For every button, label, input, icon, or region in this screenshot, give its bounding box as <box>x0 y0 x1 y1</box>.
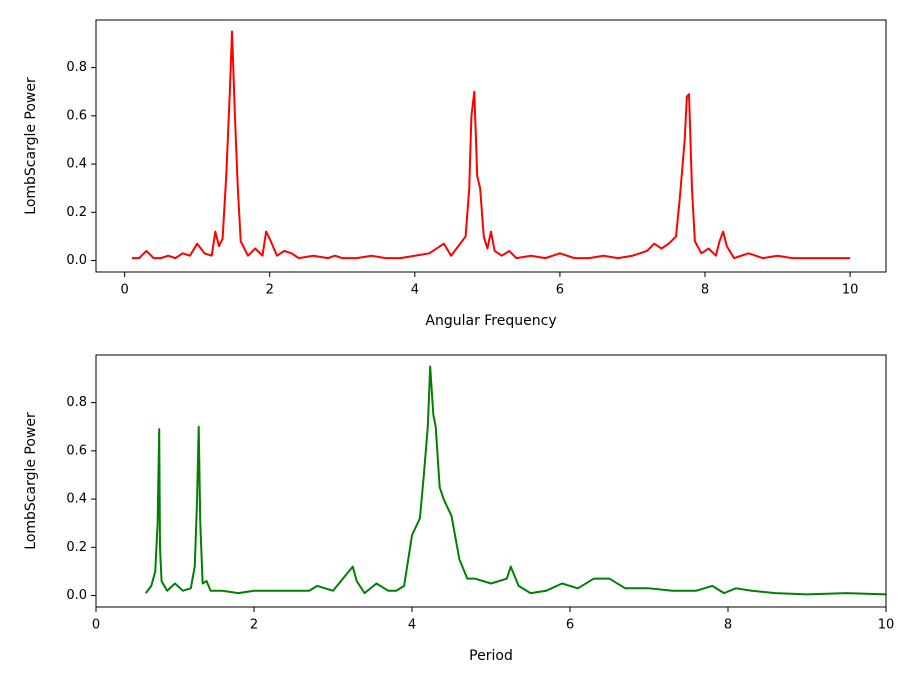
x-tick-label: 2 <box>250 618 258 633</box>
axes-frame <box>95 19 887 273</box>
x-axis-label: Angular Frequency <box>425 313 556 329</box>
x-tick-label: 10 <box>878 618 895 633</box>
x-tick-label: 10 <box>842 283 859 298</box>
x-tick-label: 2 <box>266 283 274 298</box>
y-tick-label: 0.6 <box>66 108 87 123</box>
y-tick-label: 0.8 <box>66 60 87 75</box>
axes-frame <box>95 354 887 608</box>
y-tick-label: 0.0 <box>66 588 87 603</box>
y-tick-label: 0.0 <box>66 253 87 268</box>
y-tick-label: 0.2 <box>66 205 87 220</box>
x-tick-label: 4 <box>408 618 416 633</box>
y-tick-label: 0.4 <box>66 492 87 507</box>
x-axis-label: Period <box>469 648 513 664</box>
x-tick-label: 6 <box>566 618 574 633</box>
x-tick-label: 8 <box>724 618 732 633</box>
y-tick-label: 0.4 <box>66 157 87 172</box>
y-axis-label: LombScargle Power <box>23 77 39 215</box>
x-tick-label: 0 <box>121 283 129 298</box>
y-tick-label: 0.6 <box>66 443 87 458</box>
y-axis-label: LombScargle Power <box>23 412 39 550</box>
y-tick-label: 0.2 <box>66 540 87 555</box>
y-tick-label: 0.8 <box>66 395 87 410</box>
x-tick-label: 0 <box>92 618 100 633</box>
data-line <box>144 365 886 596</box>
x-tick-label: 6 <box>556 283 564 298</box>
data-line <box>131 30 851 260</box>
axes: 0 2 4 6 8 10 0.0 0.2 0.4 0.6 0.8 Angular Frequency L… <box>23 19 887 329</box>
x-tick-label: 4 <box>411 283 419 298</box>
x-tick-label: 8 <box>701 283 709 298</box>
axes: 0 2 4 6 8 10 0.0 0.2 0.4 0.6 0.8 Period LombScargle … <box>23 354 895 664</box>
